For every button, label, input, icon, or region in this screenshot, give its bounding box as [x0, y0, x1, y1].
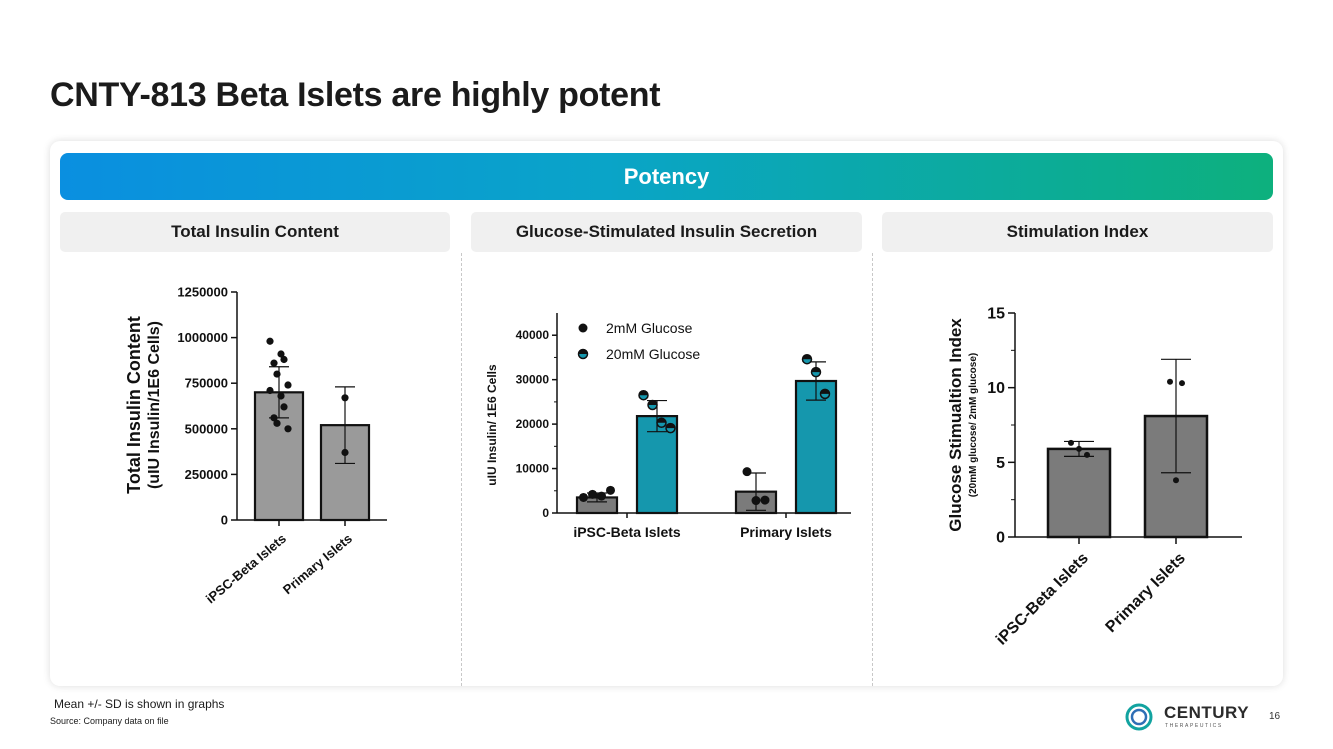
data-point — [760, 495, 770, 505]
page-title: CNTY-813 Beta Islets are highly potent — [50, 76, 661, 114]
bar — [1046, 447, 1112, 539]
century-logo-icon — [1125, 703, 1153, 731]
panel-heading-gsis: Glucose-Stimulated Insulin Secretion — [471, 212, 862, 252]
y-tick-label: 500000 — [185, 421, 228, 436]
footnote: Mean +/- SD is shown in graphs — [54, 697, 225, 711]
y-tick-label: 750000 — [185, 376, 228, 391]
legend-label: 20mM Glucose — [606, 346, 700, 362]
data-point — [284, 381, 292, 389]
x-tick-label: Primary Islets — [740, 524, 832, 540]
stimulation-index-chart: Glucose Stimualtion Index (20mM glucose/… — [946, 306, 1242, 649]
logo-wordmark: CENTURY — [1164, 703, 1250, 722]
panel-heading-stimulation-index: Stimulation Index — [882, 212, 1273, 252]
data-point — [266, 337, 274, 345]
y-tick-label: 0 — [996, 530, 1005, 547]
page-number: 16 — [1269, 711, 1281, 722]
y-tick-label: 5 — [996, 455, 1005, 472]
y-tick-label: 250000 — [185, 467, 228, 482]
y-tick-label: 1250000 — [177, 285, 228, 300]
data-point — [277, 350, 285, 358]
x-tick-label: iPSC-Beta Islets — [203, 531, 289, 607]
y-axis-label-units: (20mM glucose/ 2mM glucose) — [968, 353, 979, 497]
panel-divider — [461, 253, 462, 686]
y-tick-label: 0 — [542, 506, 549, 520]
y-axis-label: uIU Insulin/ 1E6 Cells — [485, 364, 499, 486]
y-tick-label: 1000000 — [177, 330, 228, 345]
data-point-half — [639, 390, 648, 396]
data-point — [270, 359, 278, 367]
x-tick-label: Primary Islets — [280, 531, 355, 597]
data-point — [588, 489, 597, 499]
data-point-half — [648, 400, 657, 405]
y-axis-label: Glucose Stimualtion Index — [946, 318, 965, 532]
data-point — [597, 491, 606, 501]
data-point — [341, 394, 349, 402]
data-point — [284, 425, 292, 433]
data-point — [280, 355, 288, 364]
x-tick-label: Primary Islets — [1103, 550, 1189, 636]
x-tick-label: iPSC-Beta Islets — [573, 524, 681, 540]
panel-heading-total-insulin: Total Insulin Content — [60, 212, 450, 252]
y-axis-label-units: (uIU Insulin/1E6 Cells) — [146, 321, 163, 489]
legend-label: 2mM Glucose — [606, 320, 693, 336]
data-point — [579, 492, 588, 502]
data-point-half — [666, 423, 675, 429]
data-point-half — [811, 367, 821, 373]
data-point-half — [657, 418, 666, 423]
data-point — [1084, 451, 1090, 458]
y-tick-label: 40000 — [516, 328, 550, 342]
legend-marker-half — [578, 349, 588, 354]
data-point — [277, 392, 285, 400]
data-point-half — [802, 354, 812, 360]
data-point — [270, 414, 278, 422]
gsis-chart: uIU Insulin/ 1E6 Cells 0 10000 20000 30000 4… — [485, 313, 851, 540]
data-point — [606, 485, 615, 495]
data-point — [1179, 380, 1185, 387]
data-point — [1068, 439, 1074, 446]
bar — [253, 391, 305, 522]
data-point — [751, 496, 761, 506]
panel-divider — [872, 253, 873, 686]
y-tick-label: 0 — [221, 513, 228, 528]
bar — [794, 379, 838, 515]
x-tick-label: iPSC-Beta Islets — [993, 550, 1092, 649]
y-axis-label: Total Insulin Content — [124, 316, 144, 494]
data-point — [1076, 445, 1082, 452]
data-point — [1173, 477, 1179, 484]
data-point — [273, 419, 281, 427]
y-tick-label: 20000 — [516, 417, 550, 431]
y-tick-label: 30000 — [516, 373, 550, 387]
logo-subtitle: THERAPEUTICS — [1165, 723, 1223, 729]
data-point — [742, 467, 752, 477]
data-point — [280, 403, 288, 411]
legend-marker — [578, 323, 588, 333]
y-tick-label: 10000 — [516, 462, 550, 476]
data-point — [273, 370, 281, 378]
total-insulin-chart: Total Insulin Content (uIU Insulin/1E6 C… — [124, 285, 387, 607]
data-point — [1167, 378, 1173, 385]
data-point — [341, 448, 349, 457]
data-point — [266, 386, 274, 395]
data-point-half — [820, 389, 830, 394]
y-tick-label: 10 — [987, 380, 1005, 397]
potency-banner: Potency — [60, 153, 1273, 200]
y-tick-label: 15 — [987, 306, 1005, 323]
source-note: Source: Company data on file — [50, 716, 169, 726]
